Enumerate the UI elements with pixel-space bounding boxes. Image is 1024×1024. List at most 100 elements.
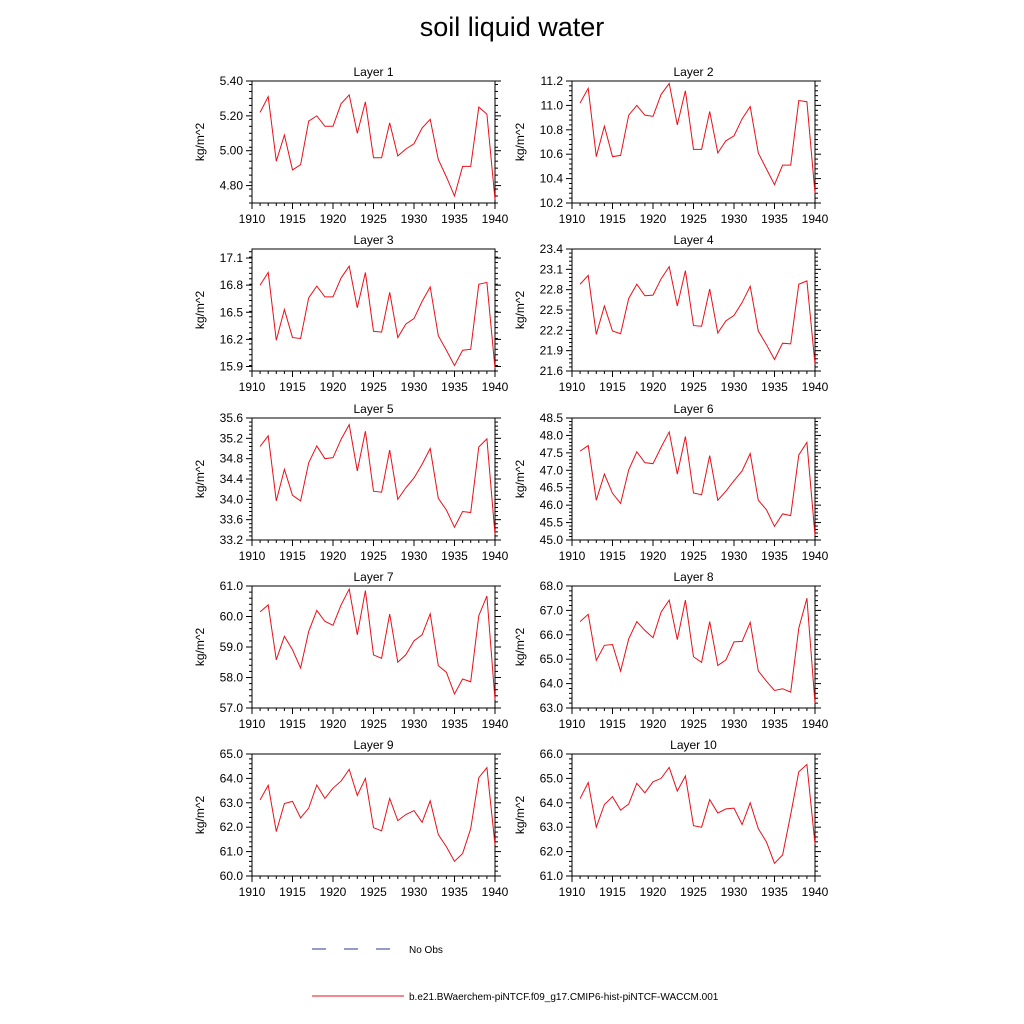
plot-frame <box>571 753 816 877</box>
y-tick-label: 63.0 <box>540 820 564 834</box>
x-tick-label: 1920 <box>640 717 667 731</box>
y-tick-label: 63.0 <box>540 701 564 715</box>
x-tick-label: 1940 <box>802 717 829 731</box>
plot-frame <box>251 248 496 372</box>
x-tick-label: 1925 <box>680 717 707 731</box>
plot-frame <box>251 585 496 709</box>
y-tick-label: 23.1 <box>540 262 564 276</box>
y-tick-label: 16.8 <box>220 278 244 292</box>
y-tick-label: 22.8 <box>540 283 564 297</box>
y-tick-label: 57.0 <box>220 701 244 715</box>
y-tick-label: 17.1 <box>220 251 244 265</box>
y-tick-label: 45.5 <box>540 516 564 530</box>
x-tick-label: 1910 <box>559 717 586 731</box>
chart-panel-6: Layer 6 kg/m^2 1910 1915 1920 1925 1930 1935 194… <box>513 402 829 563</box>
series-line <box>579 265 816 365</box>
panel-title: Layer 4 <box>673 233 713 247</box>
panel-title: Layer 5 <box>353 402 393 416</box>
x-tick-label: 1910 <box>559 885 586 899</box>
x-tick-label: 1930 <box>401 885 428 899</box>
x-tick-label: 1935 <box>441 549 468 563</box>
x-tick-label: 1915 <box>599 885 626 899</box>
x-tick-label: 1920 <box>320 885 347 899</box>
y-tick-label: 59.0 <box>220 640 244 654</box>
x-tick-label: 1910 <box>239 717 266 731</box>
x-tick-label: 1920 <box>320 212 347 226</box>
x-tick-label: 1915 <box>279 212 306 226</box>
y-tick-label: 61.0 <box>220 845 244 859</box>
x-tick-label: 1940 <box>482 549 509 563</box>
y-tick-label: 16.5 <box>220 305 244 319</box>
y-tick-label: 61.0 <box>220 579 244 593</box>
x-tick-label: 1940 <box>482 212 509 226</box>
x-tick-label: 1910 <box>239 380 266 394</box>
y-tick-label: 23.4 <box>540 242 564 256</box>
x-tick-label: 1925 <box>360 549 387 563</box>
x-tick-label: 1935 <box>761 885 788 899</box>
y-tick-label: 10.6 <box>540 147 564 161</box>
x-tick-label: 1925 <box>360 212 387 226</box>
y-tick-label: 46.0 <box>540 498 564 512</box>
series-line <box>579 763 816 865</box>
y-tick-label: 46.5 <box>540 481 564 495</box>
y-tick-label: 15.9 <box>220 359 244 373</box>
y-tick-label: 60.0 <box>220 610 244 624</box>
legend-obs-label: No Obs <box>409 945 443 956</box>
y-tick-label: 34.0 <box>220 492 244 506</box>
x-tick-label: 1935 <box>441 380 468 394</box>
x-tick-label: 1925 <box>680 212 707 226</box>
y-tick-label: 5.00 <box>220 144 244 158</box>
x-tick-label: 1935 <box>441 885 468 899</box>
series-line <box>259 264 496 369</box>
y-tick-label: 65.0 <box>540 652 564 666</box>
x-tick-label: 1920 <box>640 885 667 899</box>
x-tick-label: 1915 <box>279 549 306 563</box>
chart-panel-4: Layer 4 kg/m^2 1910 1915 1920 1925 1930 1935 194… <box>513 233 829 394</box>
y-tick-label: 4.80 <box>220 179 244 193</box>
x-tick-label: 1915 <box>599 212 626 226</box>
x-tick-label: 1930 <box>401 380 428 394</box>
panel-title: Layer 7 <box>353 570 393 584</box>
x-tick-label: 1940 <box>482 380 509 394</box>
x-tick-label: 1910 <box>239 885 266 899</box>
x-tick-label: 1910 <box>559 380 586 394</box>
chart-panel-7: Layer 7 kg/m^2 1910 1915 1920 1925 1930 1935 194… <box>193 570 509 731</box>
y-tick-label: 47.0 <box>540 463 564 477</box>
y-tick-label: 11.2 <box>541 74 564 88</box>
y-tick-label: 65.0 <box>220 747 244 761</box>
panel-title: Layer 9 <box>353 738 393 752</box>
y-tick-label: 64.0 <box>540 796 564 810</box>
plot-frame <box>571 417 816 541</box>
y-tick-label: 63.0 <box>220 796 244 810</box>
x-tick-label: 1940 <box>802 380 829 394</box>
series-line <box>579 430 816 536</box>
y-tick-label: 67.0 <box>540 603 564 617</box>
y-tick-label: 60.0 <box>220 869 244 883</box>
y-tick-label: 48.5 <box>540 411 564 425</box>
y-tick-label: 66.0 <box>540 747 564 761</box>
x-tick-label: 1915 <box>279 717 306 731</box>
x-tick-label: 1940 <box>802 549 829 563</box>
chart-panel-5: Layer 5 kg/m^2 1910 1915 1920 1925 1930 1935 194… <box>193 402 509 563</box>
plot-frame <box>251 80 496 204</box>
y-axis-label: kg/m^2 <box>193 460 207 499</box>
x-tick-label: 1910 <box>559 549 586 563</box>
x-tick-label: 1915 <box>279 380 306 394</box>
y-tick-label: 22.5 <box>540 303 564 317</box>
x-tick-label: 1915 <box>599 717 626 731</box>
y-tick-label: 22.2 <box>540 323 564 337</box>
y-tick-label: 65.0 <box>540 771 564 785</box>
y-tick-label: 33.6 <box>220 513 244 527</box>
x-tick-label: 1920 <box>320 717 347 731</box>
y-axis-label: kg/m^2 <box>193 796 207 835</box>
y-axis-label: kg/m^2 <box>513 291 527 330</box>
legend: No Obs b.e21.BWaerchem-piNTCF.f09_g17.CM… <box>312 945 719 1003</box>
x-tick-label: 1940 <box>802 212 829 226</box>
y-tick-label: 21.6 <box>540 364 564 378</box>
y-tick-label: 10.2 <box>540 196 564 210</box>
x-tick-label: 1940 <box>802 885 829 899</box>
chart-panel-9: Layer 9 kg/m^2 1910 1915 1920 1925 1930 1935 194… <box>193 738 509 899</box>
y-tick-label: 35.6 <box>220 411 244 425</box>
y-tick-label: 64.0 <box>540 677 564 691</box>
